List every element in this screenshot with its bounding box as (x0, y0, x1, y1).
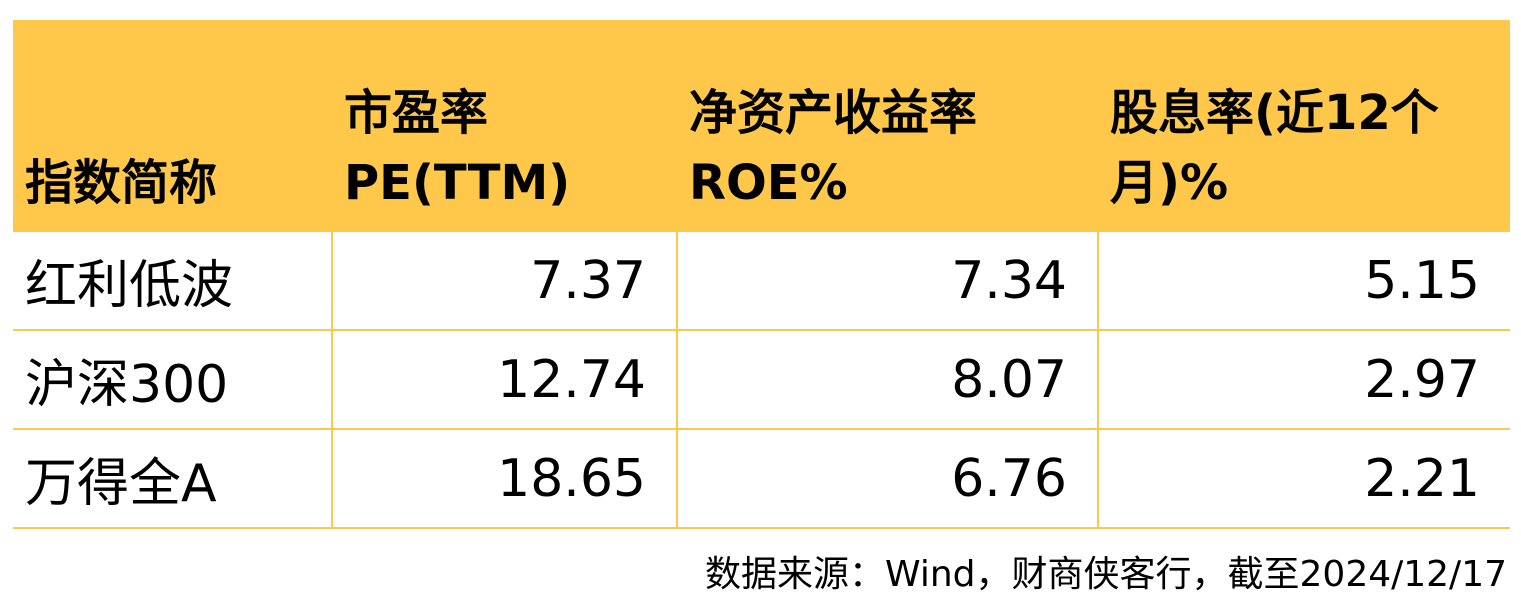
cell-index-name: 万得全A (13, 428, 332, 529)
cell-index-name: 沪深300 (13, 329, 332, 429)
header-row: 指数简称 市盈率PE(TTM) 净资产收益率ROE% 股息率(近12个月)% (13, 20, 1510, 231)
cell-dividend-yield: 5.15 (1097, 230, 1510, 330)
cell-roe: 8.07 (676, 329, 1098, 429)
header-roe: 净资产收益率ROE% (677, 20, 1098, 231)
cell-index-name: 红利低波 (13, 230, 332, 330)
header-pe: 市盈率PE(TTM) (332, 20, 677, 231)
cell-pe: 18.65 (331, 428, 677, 529)
table-row: 沪深300 12.74 8.07 2.97 (13, 329, 1510, 429)
header-dividend-yield: 股息率(近12个月)% (1098, 20, 1510, 231)
table-row: 红利低波 7.37 7.34 5.15 (13, 230, 1510, 330)
cell-dividend-yield: 2.21 (1097, 428, 1510, 529)
cell-pe: 12.74 (331, 329, 677, 429)
cell-roe: 6.76 (676, 428, 1098, 529)
cell-pe: 7.37 (331, 230, 677, 330)
cell-roe: 7.34 (676, 230, 1098, 330)
table-row: 万得全A 18.65 6.76 2.21 (13, 428, 1510, 529)
cell-dividend-yield: 2.97 (1097, 329, 1510, 429)
index-comparison-table: 指数简称 市盈率PE(TTM) 净资产收益率ROE% 股息率(近12个月)% 红… (13, 20, 1510, 529)
data-source-note: 数据来源：Wind，财商侠客行，截至2024/12/17 (705, 554, 1507, 595)
header-index-name: 指数简称 (13, 20, 332, 231)
